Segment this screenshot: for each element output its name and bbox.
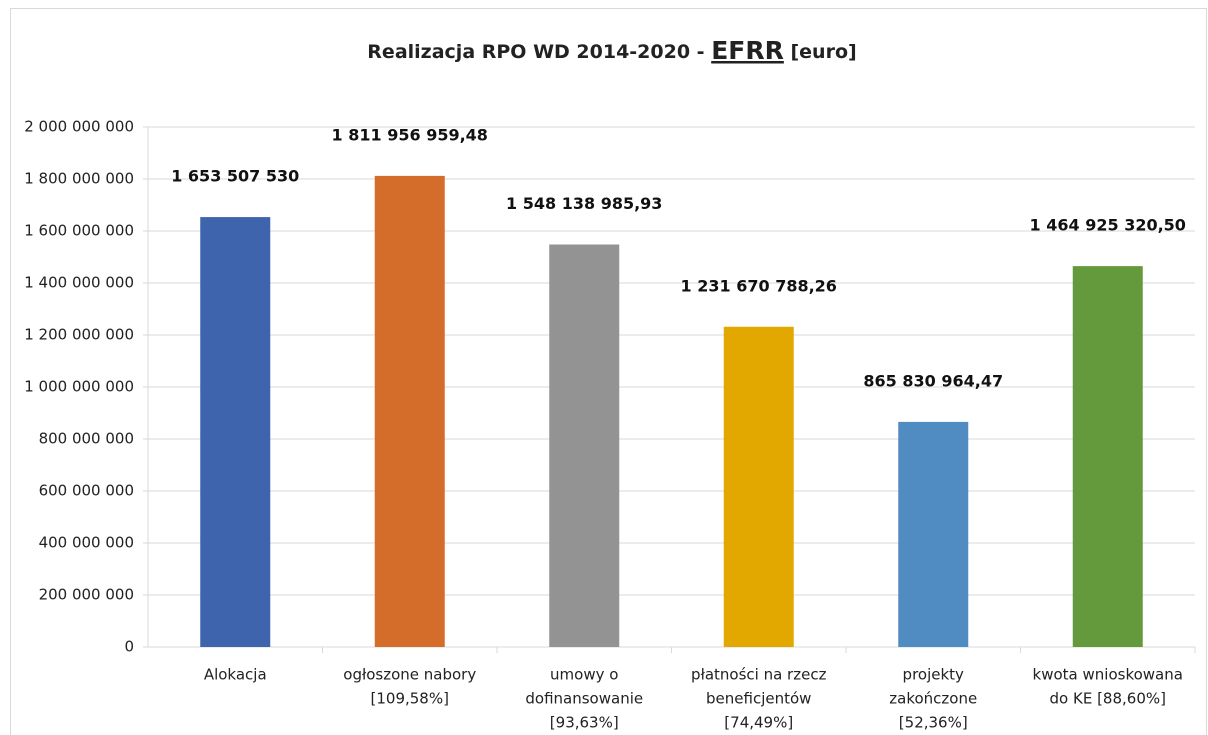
y-tick-label: 1 400 000 000 bbox=[24, 274, 134, 292]
bar bbox=[723, 326, 794, 647]
bar bbox=[200, 217, 271, 647]
y-tick-label: 1 200 000 000 bbox=[24, 326, 134, 344]
x-tick-label: płatności na rzecz bbox=[691, 666, 827, 684]
data-label: 865 830 964,47 bbox=[863, 371, 1003, 390]
y-tick-label: 200 000 000 bbox=[39, 586, 134, 604]
y-tick-label: 0 bbox=[124, 638, 134, 656]
y-tick-label: 400 000 000 bbox=[39, 534, 134, 552]
bar bbox=[1072, 266, 1143, 647]
data-label: 1 811 956 959,48 bbox=[332, 125, 488, 144]
x-tick-label: do KE [88,60%] bbox=[1050, 690, 1166, 708]
x-tick-label: [52,36%] bbox=[899, 714, 968, 732]
title-suffix: [euro] bbox=[790, 41, 856, 63]
bar bbox=[374, 175, 445, 648]
x-tick-label: Alokacja bbox=[204, 666, 267, 684]
x-tick-label: kwota wnioskowana bbox=[1033, 666, 1183, 684]
x-tick-label: [74,49%] bbox=[724, 714, 793, 732]
title-main: Realizacja RPO WD 2014-2020 - bbox=[367, 41, 704, 63]
data-label: 1 464 925 320,50 bbox=[1030, 216, 1186, 235]
y-tick-label: 600 000 000 bbox=[39, 482, 134, 500]
x-tick-label: [93,63%] bbox=[550, 714, 619, 732]
x-tick-label: [109,58%] bbox=[371, 690, 449, 708]
x-tick-label: umowy o bbox=[550, 666, 618, 684]
y-tick-label: 1 000 000 000 bbox=[24, 378, 134, 396]
x-tick-label: beneficjentów bbox=[706, 690, 811, 708]
data-label: 1 548 138 985,93 bbox=[506, 194, 662, 213]
y-tick-label: 1 800 000 000 bbox=[24, 170, 134, 188]
x-tick-label: dofinansowanie bbox=[525, 690, 643, 708]
chart-title: Realizacja RPO WD 2014-2020 - EFRR [euro… bbox=[367, 36, 856, 65]
x-tick-label: projekty bbox=[903, 666, 965, 684]
y-tick-label: 800 000 000 bbox=[39, 430, 134, 448]
data-label: 1 653 507 530 bbox=[171, 167, 299, 186]
x-tick-label: ogłoszone nabory bbox=[343, 666, 476, 684]
y-tick-label: 2 000 000 000 bbox=[24, 118, 134, 136]
y-tick-label: 1 600 000 000 bbox=[24, 222, 134, 240]
x-tick-label: zakończone bbox=[889, 690, 977, 708]
data-label: 1 231 670 788,26 bbox=[681, 276, 837, 295]
bar bbox=[898, 421, 969, 647]
bar bbox=[549, 244, 620, 647]
title-emphasis: EFRR bbox=[711, 36, 784, 65]
